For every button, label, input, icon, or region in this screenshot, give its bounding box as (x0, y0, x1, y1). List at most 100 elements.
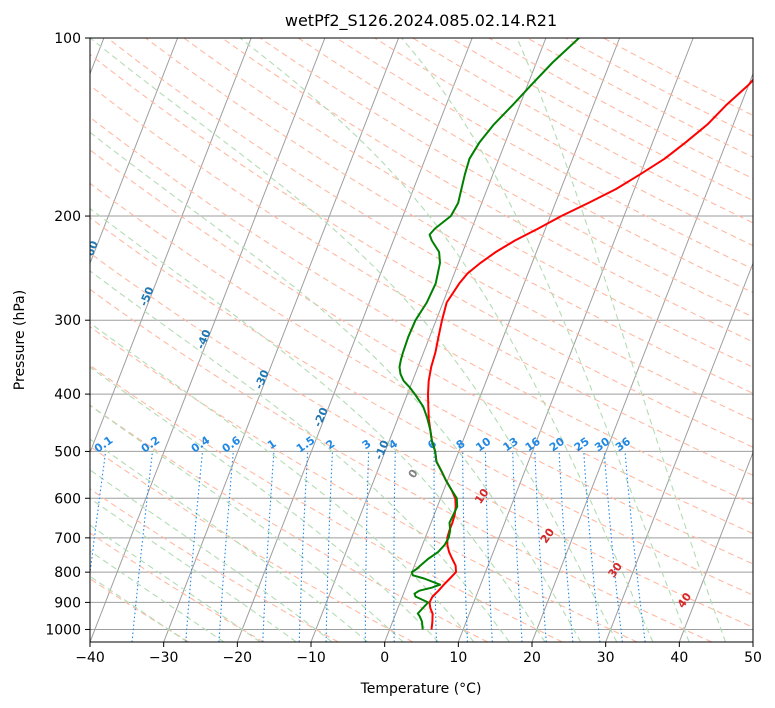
moist-adiabat-line (90, 524, 261, 642)
mixing-ratio-line (218, 451, 234, 642)
isotherm-line (90, 38, 179, 265)
moist-adiabat-line (90, 131, 582, 642)
dry-adiabat-line (90, 182, 753, 565)
dry-adiabat-line (259, 38, 753, 318)
y-axis-ticks: 100 200 300 400 500 600 700 800 900 1000 (45, 31, 90, 638)
y-axis-label: Pressure (hPa) (12, 290, 28, 390)
dry-adiabat-line (90, 288, 712, 642)
mixing-ratio-line (262, 451, 275, 642)
y-tick-label: 700 (54, 531, 81, 547)
dry-adiabat-line (565, 38, 753, 137)
x-tick-label: −10 (296, 650, 326, 666)
x-tick-label: −20 (223, 650, 253, 666)
isotherm-line (90, 38, 326, 642)
mixing-ratio-label: 3 (360, 437, 374, 452)
mixing-ratio-line (534, 451, 547, 642)
moist-adiabat-label: 10 (472, 486, 492, 506)
mixing-ratio-line (583, 451, 601, 642)
dry-adiabat-line (90, 404, 488, 642)
x-axis-ticks: −40 −30 −20 −10 0 10 20 30 40 50 (75, 642, 762, 666)
moist-adiabat-line (90, 575, 188, 642)
y-tick-label: 200 (54, 209, 81, 225)
dry-adiabat-line (526, 38, 753, 158)
moist-adiabat-label: 20 (538, 526, 558, 546)
isotherm-line (605, 261, 753, 642)
plot-frame (89, 37, 754, 643)
dry-adiabat-line (90, 53, 753, 448)
mixing-ratio-label: 8 (454, 437, 468, 452)
dry-adiabat-line (90, 488, 339, 642)
isotherm-line (384, 38, 621, 642)
isotherm-label: -70 (27, 190, 47, 214)
mixing-ratio-label: 1 (265, 437, 279, 452)
x-tick-label: −30 (149, 650, 179, 666)
dry-adiabat-line (336, 38, 753, 270)
temperature-profile-line (427, 78, 753, 630)
y-tick-label: 900 (54, 595, 81, 611)
moist-adiabat-line (401, 38, 690, 642)
dry-adiabat-line (450, 38, 753, 202)
dry-adiabat-line (90, 217, 753, 596)
moist-adiabats (90, 38, 727, 642)
x-tick-label: 0 (380, 650, 389, 666)
dry-adiabats (90, 38, 753, 642)
mixing-ratio-line (484, 451, 493, 642)
x-tick-label: 10 (449, 650, 467, 666)
moist-adiabat-label: 30 (606, 560, 626, 580)
y-tick-label: 100 (54, 31, 81, 47)
mixing-ratio-label: 0.6 (220, 433, 244, 455)
mixing-ratio-line (90, 451, 107, 579)
y-tick-label: 500 (54, 444, 81, 460)
profiles (398, 38, 753, 630)
mixing-ratio-line (364, 451, 370, 642)
isotherm-line (752, 640, 753, 642)
isotherm-line (236, 38, 473, 642)
dry-adiabat-line (90, 578, 190, 642)
x-tick-label: −40 (75, 650, 105, 666)
dry-adiabat-line (412, 38, 753, 224)
moist-adiabat-line (90, 322, 475, 642)
moist-adiabat-line (90, 38, 618, 642)
dry-adiabat-line (145, 38, 753, 394)
y-tick-label: 400 (54, 387, 81, 403)
y-tick-label: 600 (54, 491, 81, 507)
mixing-ratio-line (393, 451, 396, 642)
mixing-ratio-line (558, 451, 574, 642)
mixing-ratio-line (603, 451, 623, 642)
moist-adiabat-line (90, 497, 297, 642)
mixing-ratio-lines (90, 451, 646, 642)
moist-adiabat-line (239, 38, 654, 642)
x-tick-label: 30 (597, 650, 615, 666)
dry-adiabat-line (90, 532, 264, 642)
moist-adiabat-line (516, 38, 727, 642)
isotherm-line (457, 38, 694, 642)
plot-area: -100-90-80-70-60-50-40-30-20-100.10.20.4… (27, 38, 753, 642)
moist-adiabat-line (90, 469, 333, 642)
x-axis-label: Temperature (°C) (360, 681, 482, 697)
moist-adiabat-label: 0 (406, 467, 421, 481)
x-tick-label: 50 (744, 650, 762, 666)
chart-title: wetPf2_S126.2024.085.02.14.R21 (285, 11, 557, 31)
dry-adiabat-line (90, 326, 638, 642)
mixing-ratio-label: 0.1 (92, 434, 115, 456)
y-tick-label: 1000 (45, 622, 81, 638)
dry-adiabat-line (221, 38, 753, 343)
dry-adiabat-line (90, 84, 753, 476)
y-tick-label: 300 (54, 313, 81, 329)
mixing-ratio-label: 0.2 (139, 434, 162, 456)
x-tick-label: 40 (670, 650, 688, 666)
isotherm-label: -60 (81, 239, 101, 263)
pressure-gridlines (90, 38, 753, 630)
x-tick-label: 20 (523, 650, 541, 666)
dry-adiabat-line (90, 149, 753, 535)
isotherm-line (163, 38, 400, 642)
isotherm-line (90, 38, 252, 454)
mixing-ratio-line (433, 451, 437, 642)
moist-adiabat-line (90, 438, 368, 642)
isotherm-line (531, 72, 753, 642)
dry-adiabat-line (107, 38, 753, 421)
mixing-ratio-line (131, 451, 154, 642)
moist-adiabat-line (90, 366, 439, 642)
moist-adiabat-line (90, 207, 546, 642)
